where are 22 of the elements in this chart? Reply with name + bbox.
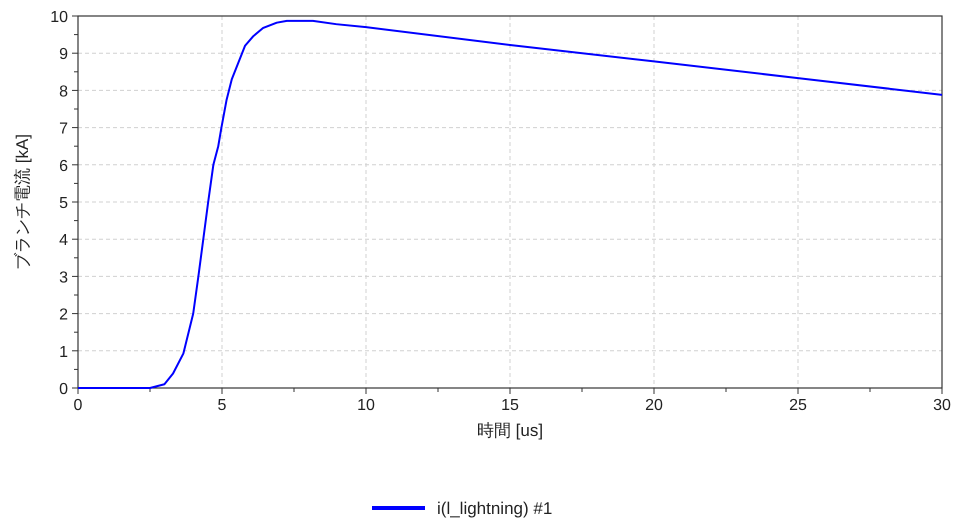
y-axis-title: ブランチ電流 [kA] — [13, 134, 32, 270]
y-tick-label: 9 — [59, 46, 68, 64]
x-tick-label: 15 — [501, 397, 519, 414]
x-tick-label: 5 — [218, 397, 227, 414]
y-tick-label: 4 — [59, 232, 68, 250]
x-tick-label: 25 — [789, 397, 807, 414]
y-tick-label: 0 — [59, 381, 68, 398]
y-tick-label: 3 — [59, 269, 68, 286]
x-tick-label: 0 — [74, 397, 83, 414]
y-tick-label: 7 — [59, 120, 68, 138]
y-tick-label: 2 — [59, 306, 68, 324]
y-tick-label: 1 — [59, 344, 68, 361]
y-tick-label: 10 — [50, 9, 68, 26]
y-tick-label: 5 — [59, 195, 68, 212]
legend: i(l_lightning) #1 — [372, 499, 552, 518]
x-tick-label: 30 — [933, 397, 951, 414]
y-tick-label: 8 — [59, 83, 68, 100]
y-tick-label: 6 — [59, 158, 68, 175]
x-tick-label: 10 — [357, 397, 375, 414]
x-tick-label: 20 — [645, 397, 663, 414]
legend-label: i(l_lightning) #1 — [437, 499, 552, 518]
x-axis-title: 時間 [us] — [476, 421, 544, 440]
